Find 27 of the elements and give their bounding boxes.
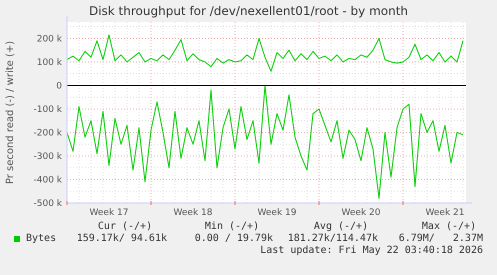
text: 181.27k/114.47k (288, 233, 378, 244)
y-axis-title: Pr second read (-) / write (+) (5, 40, 16, 184)
y-tick-label: 100 k (36, 58, 63, 68)
x-tick-label: Week 19 (258, 208, 297, 218)
y-tick-label: -100 k (34, 104, 63, 115)
text: 0.00 / 19.79k (194, 233, 273, 244)
y-tick-label: -500 k (34, 199, 63, 209)
line-series (66, 34, 464, 72)
legend-label: Bytes (26, 233, 56, 244)
chart-title: Disk throughput for /dev/nexellent01/root - by month (88, 4, 408, 18)
text: Avg (-/+) (314, 221, 368, 232)
text: 159.17k/ 94.61k (76, 233, 167, 244)
y-tick-label: -200 k (34, 128, 63, 138)
text: Max (-/+) (422, 221, 476, 232)
y-tick-label: 200 k (36, 34, 63, 44)
line-series (66, 84, 464, 199)
x-tick-label: Week 20 (342, 208, 381, 218)
x-tick-label: Week 21 (426, 208, 464, 218)
y-tick-label: -400 k (34, 175, 63, 186)
y-tick-label: -300 k (34, 152, 63, 162)
text: 6.79M/ 2.37M (398, 233, 483, 244)
y-tick-label: 0 (56, 81, 62, 92)
text: Cur (-/+) (98, 221, 152, 232)
x-tick-label: Week 18 (174, 208, 213, 218)
text: Last update: Fri May 22 03:40:18 2026 (260, 245, 483, 256)
text: Min (-/+) (204, 221, 260, 232)
x-tick-label: Week 17 (90, 208, 128, 218)
